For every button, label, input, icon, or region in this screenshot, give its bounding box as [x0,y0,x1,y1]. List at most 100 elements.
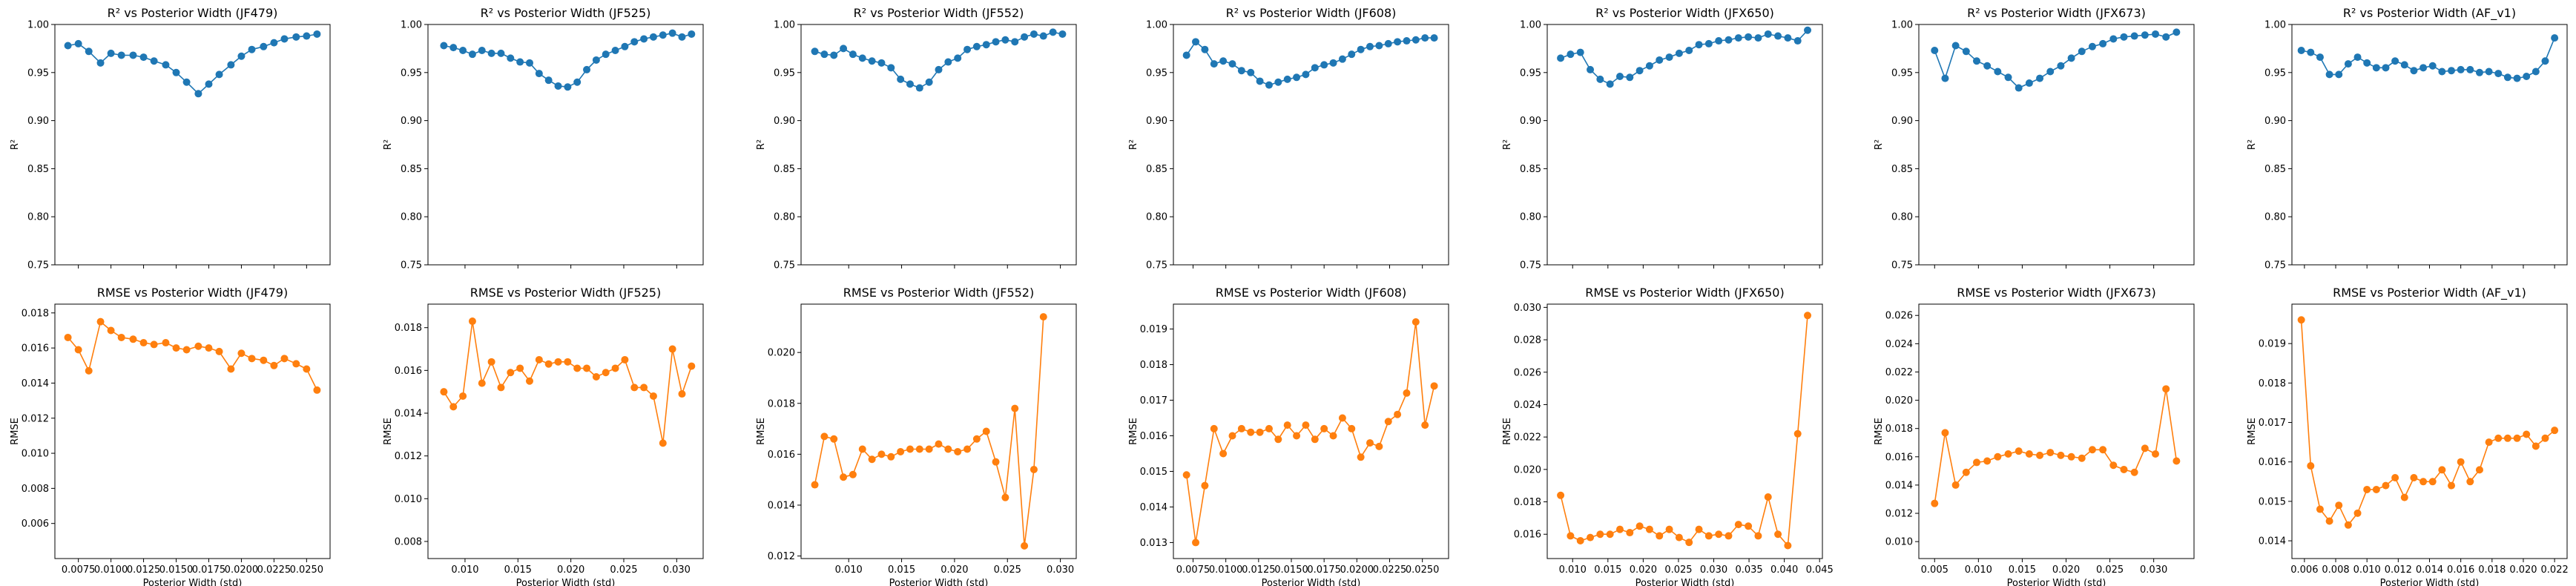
data-point [2448,481,2456,490]
x-tick-label: 0.0125 [1242,564,1276,576]
data-point [1931,499,1939,507]
data-point [840,473,848,481]
data-point [2325,70,2333,79]
data-point [621,42,629,50]
y-tick-label: 0.85 [401,164,422,175]
data-point [1338,414,1346,422]
x-tick-label: 0.0075 [62,564,96,576]
y-tick-label: 0.014 [395,409,422,420]
data-point [2173,457,2181,465]
y-tick-label: 0.95 [401,68,422,79]
data-point [2503,434,2511,442]
x-tick-label: 0.0175 [1307,564,1341,576]
x-tick-label: 0.015 [2009,564,2036,576]
chart-panel-rmse-6: RMSE vs Posterior Width (JFX673) 0.010 0.0… [1874,286,2195,586]
data-point [1675,533,1683,541]
y-axis-label: R² [2247,139,2258,150]
data-point [2428,478,2437,486]
data-point [1972,57,1980,65]
data-point [270,361,278,369]
chart-panel-r2-5: R² vs Posterior Width (JFX650) 0.75 0.80 0.… [1502,6,1823,271]
data-point [1734,34,1742,42]
y-tick-label: 0.80 [1146,212,1167,223]
data-point [2325,517,2333,525]
x-tick-label: 0.045 [1806,564,1834,576]
data-point [1366,439,1374,447]
y-tick-label: 0.020 [1514,464,1541,475]
data-point [1283,75,1291,83]
data-point [2120,465,2128,473]
data-point [811,47,819,56]
data-point [668,345,676,353]
data-point [1256,428,1264,436]
data-point [2046,449,2055,457]
series-line [1186,37,1434,86]
data-point [1665,53,1673,62]
data-point [1962,468,1970,476]
data-point [1375,42,1383,50]
y-tick-label: 0.75 [1520,260,1541,271]
data-point [2099,446,2107,454]
y-tick-label: 0.95 [1146,68,1167,79]
data-point [630,38,639,46]
data-point [2344,521,2352,529]
data-point [1001,36,1009,44]
data-point [1804,26,1812,34]
y-tick-label: 0.022 [1885,367,1913,378]
data-point [2419,64,2428,72]
data-point [659,439,667,447]
data-point [1704,532,1713,540]
y-tick-label: 0.018 [1140,360,1167,371]
y-tick-label: 1.00 [1520,20,1541,31]
y-tick-label: 0.008 [395,536,422,547]
chart-panel-r2-7: R² vs Posterior Width (AF_v1) 0.75 0.80 0.8… [2247,6,2568,271]
data-point [972,42,981,50]
data-point [1596,75,1604,83]
data-point [292,33,300,41]
data-point [2015,84,2023,92]
chart-title: RMSE vs Posterior Width (JF479) [97,286,288,300]
data-point [2419,478,2428,486]
chart-title: RMSE vs Posterior Width (JF608) [1216,286,1406,300]
data-point [2428,62,2437,70]
data-point [1411,36,1420,44]
data-point [1931,46,1939,54]
data-point [1596,530,1604,539]
chart-title: R² vs Posterior Width (JF525) [481,6,651,20]
data-point [963,445,972,453]
y-tick-label: 0.95 [1520,68,1541,79]
data-point [2551,427,2559,435]
x-axis-label: Posterior Width (std) [516,578,616,586]
x-tick-label: 0.014 [2416,564,2443,576]
y-tick-label: 0.014 [1140,502,1167,513]
data-point [1576,536,1584,544]
data-point [1201,481,1209,490]
y-axis-label: R² [756,139,767,150]
chart-title: R² vs Posterior Width (JF608) [1226,6,1397,20]
data-point [449,403,458,411]
data-point [1615,525,1624,533]
axes-frame [427,24,704,266]
chart-panel-r2-4: R² vs Posterior Width (JF608) 0.75 0.80 0.8… [1128,6,1449,271]
x-tick-label: 0.015 [504,564,532,576]
chart-title: R² vs Posterior Width (JFX650) [1595,6,1774,20]
data-point [868,57,876,65]
y-tick-label: 0.85 [27,164,49,175]
data-point [535,70,543,78]
data-point [935,65,943,73]
y-tick-label: 0.006 [22,518,49,530]
data-point [1421,34,1429,42]
data-point [2316,505,2324,513]
data-point [2551,34,2559,42]
data-point [564,358,572,366]
y-axis-label: R² [1874,139,1885,150]
y-tick-label: 0.95 [774,68,795,79]
data-point [313,386,321,394]
data-point [129,335,137,343]
data-point [1403,389,1411,397]
data-point [525,377,533,385]
y-axis-label: R² [10,139,21,150]
y-axis-label: RMSE [2247,418,2258,445]
data-point [1348,50,1356,59]
axes-frame [1173,24,1449,266]
